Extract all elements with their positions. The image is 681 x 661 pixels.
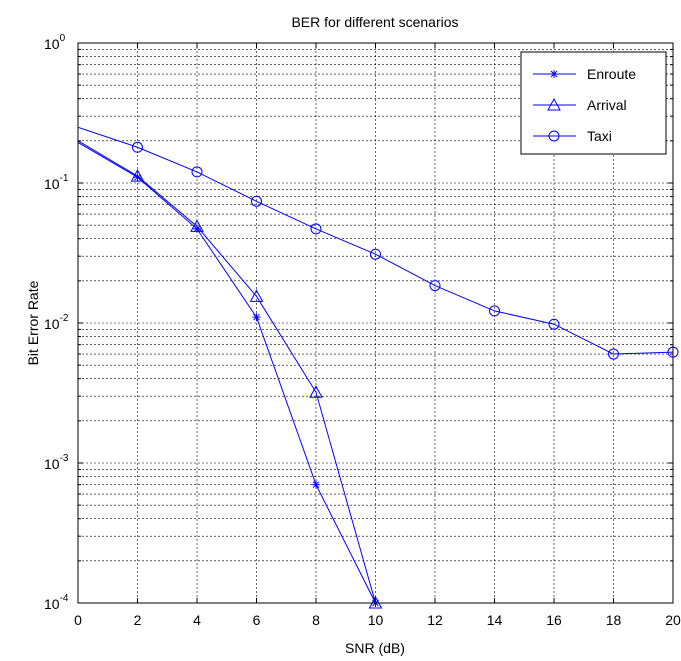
data-point-taxi <box>548 318 560 330</box>
series-layer <box>77 126 679 609</box>
data-point-taxi <box>489 305 500 317</box>
data-point-taxi <box>132 141 143 153</box>
y-axis-label: Bit Error Rate <box>25 280 41 365</box>
y-tick-label: 10-1 <box>44 173 69 192</box>
x-tick-label: 12 <box>427 612 443 628</box>
x-tick-label: 10 <box>368 612 384 628</box>
x-tick-label: 14 <box>487 612 503 628</box>
data-point-enroute <box>312 480 320 489</box>
x-tick-label: 2 <box>134 612 142 628</box>
data-point-arrival <box>190 219 204 232</box>
legend-marker-taxi <box>548 130 560 142</box>
x-tick-label: 4 <box>193 612 201 628</box>
grid <box>78 43 673 603</box>
legend-label-taxi: Taxi <box>587 128 612 144</box>
x-tick-label: 20 <box>665 612 681 628</box>
chart-title: BER for different scenarios <box>291 14 458 30</box>
data-point-arrival <box>309 385 323 398</box>
y-tick-label: 10-4 <box>44 593 69 612</box>
series-line-arrival <box>77 140 376 604</box>
legend-marker-enroute <box>550 70 558 78</box>
data-point-taxi <box>370 248 381 260</box>
data-point-taxi <box>251 195 262 207</box>
x-tick-label: 18 <box>606 612 622 628</box>
x-tick-label: 8 <box>312 612 320 628</box>
data-point-arrival <box>249 289 264 302</box>
ticks: 0 2 4 6 8 10 12 14 16 18 20 10-4 10-3 10-2 10-1 100 <box>44 33 681 628</box>
series-line-enroute <box>77 141 376 604</box>
legend-marker-arrival <box>547 97 561 111</box>
series-line-taxi <box>77 126 674 355</box>
data-point-enroute <box>252 313 261 322</box>
x-tick-label: 16 <box>546 612 562 628</box>
y-tick-label: 100 <box>44 33 66 52</box>
data-point-arrival <box>130 169 145 182</box>
y-tick-label: 10-2 <box>44 313 69 332</box>
data-point-taxi <box>429 280 441 292</box>
legend-label-enroute: Enroute <box>587 66 636 82</box>
data-point-taxi <box>191 166 203 178</box>
data-point-taxi <box>310 223 322 235</box>
x-axis-label: SNR (dB) <box>345 640 405 656</box>
y-tick-label: 10-3 <box>44 453 69 472</box>
x-tick-label: 0 <box>74 612 82 628</box>
data-point-taxi <box>608 348 619 360</box>
legend: Enroute Arrival Taxi <box>520 51 667 155</box>
legend-label-arrival: Arrival <box>587 97 627 113</box>
legend-box <box>520 51 667 155</box>
x-tick-label: 6 <box>253 612 261 628</box>
